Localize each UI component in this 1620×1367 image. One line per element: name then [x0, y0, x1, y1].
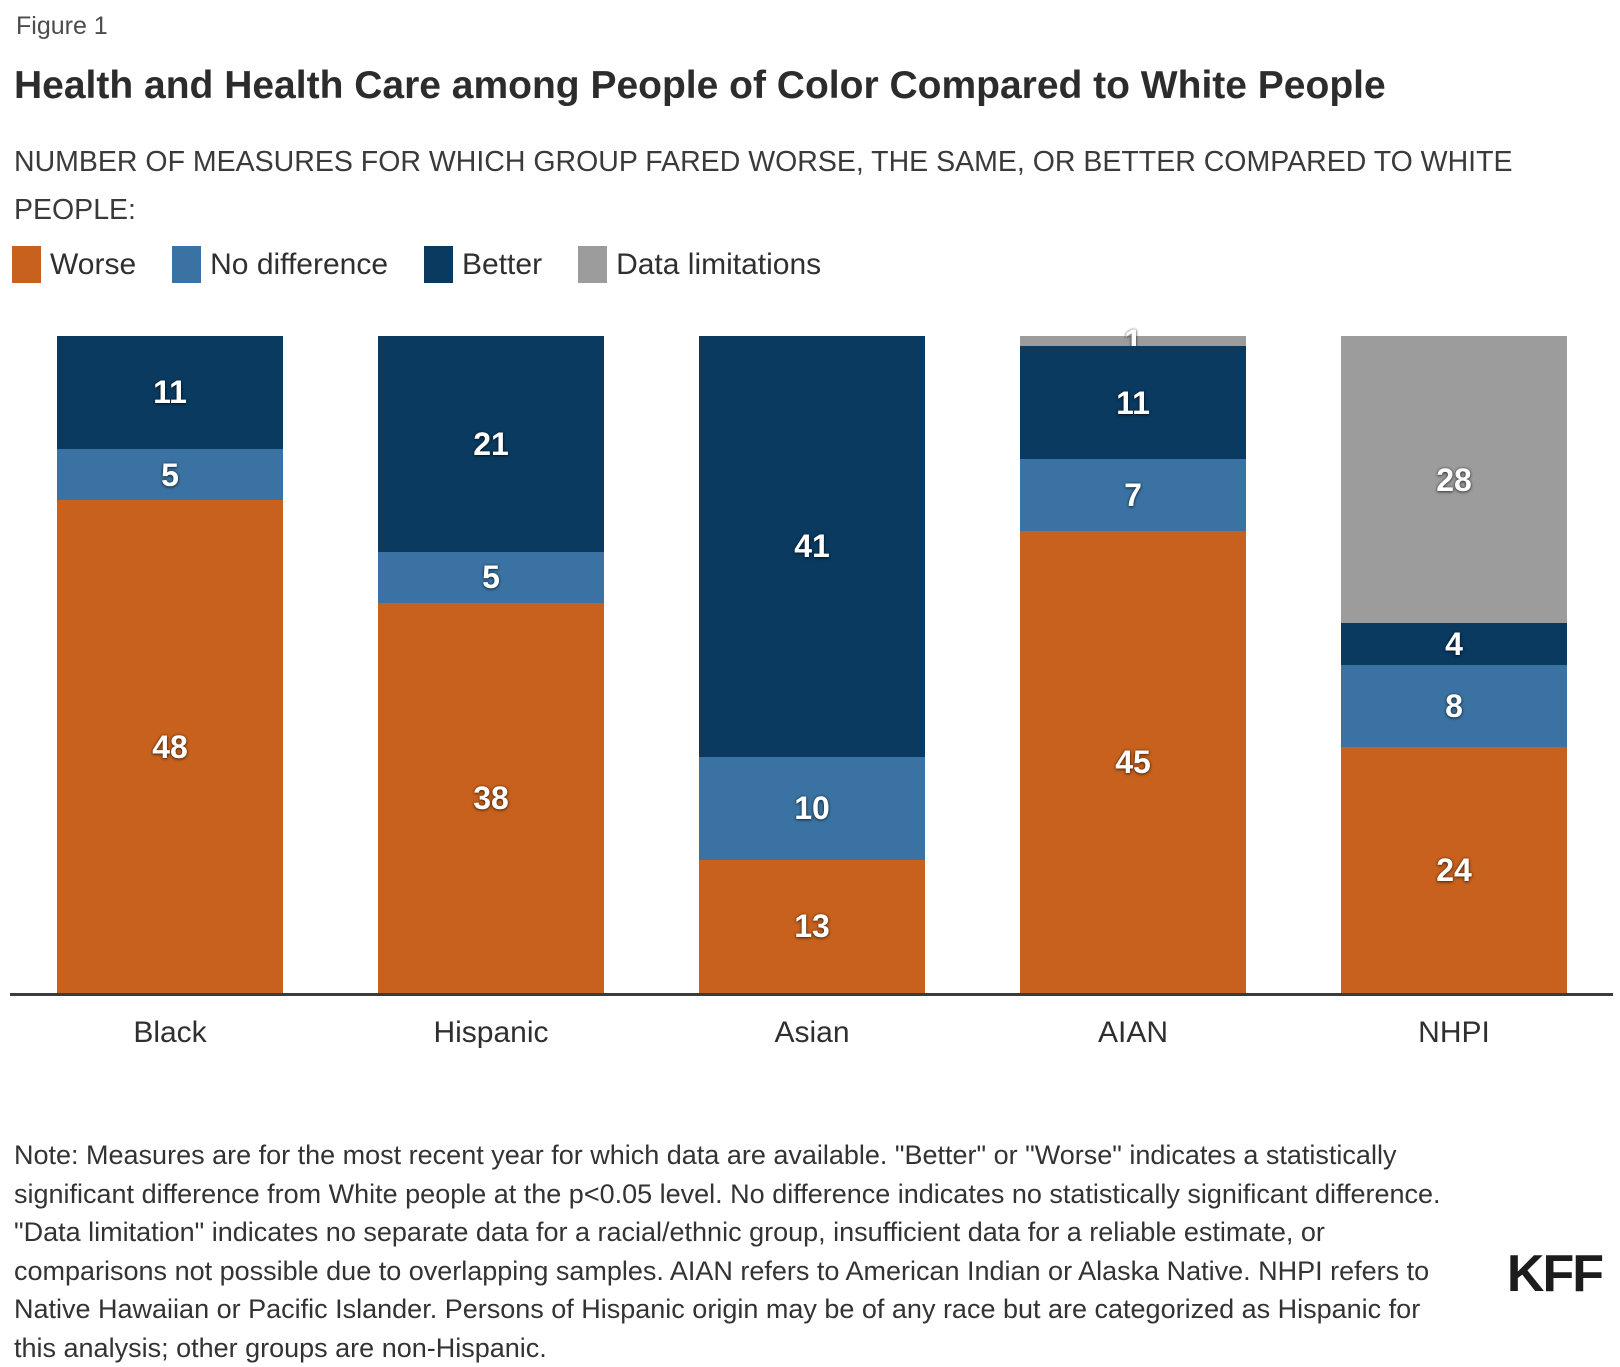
chart-title: Health and Health Care among People of C…	[14, 64, 1386, 107]
legend-item-data-limitations: Data limitations	[578, 246, 821, 283]
segment-nhpi-better: 4	[1341, 623, 1567, 665]
bar-hispanic: 21 5 38	[378, 336, 604, 993]
segment-black-better: 11	[57, 336, 283, 449]
segment-value-label: 48	[152, 728, 188, 765]
segment-value-label: 41	[794, 528, 830, 565]
segment-value-label: 28	[1436, 461, 1472, 498]
bar-nhpi: 28 4 8 24	[1341, 336, 1567, 993]
kff-logo: KFF	[1506, 1245, 1604, 1303]
legend-label: Data limitations	[616, 247, 822, 281]
x-axis-label-hispanic: Hispanic	[433, 1016, 549, 1049]
legend-label: Better	[462, 247, 543, 281]
segment-nhpi-worse: 24	[1341, 746, 1567, 993]
segment-value-label: 5	[482, 559, 500, 596]
segment-value-label: 8	[1445, 687, 1463, 724]
segment-value-label: 13	[794, 908, 830, 945]
segment-hispanic-better: 21	[378, 336, 604, 552]
segment-value-label: 10	[794, 790, 830, 827]
legend-swatch-worse	[12, 246, 41, 283]
segment-value-label: 38	[473, 779, 509, 816]
legend-swatch-data-limitations	[578, 246, 608, 283]
segment-aian-worse: 45	[1020, 531, 1246, 993]
bars-area: 11 5 48 21 5 38 41 10 13 1 11 7 45 28 4 8 24	[57, 325, 1567, 993]
segment-asian-no-difference: 10	[699, 756, 925, 860]
bar-aian: 1 11 7 45	[1020, 325, 1246, 993]
segment-hispanic-no-difference: 5	[378, 551, 604, 603]
legend-label: Worse	[50, 247, 137, 281]
legend-label: No difference	[210, 247, 389, 281]
segment-value-label: 7	[1124, 477, 1142, 514]
legend-swatch-better	[424, 246, 454, 283]
chart-subtitle: NUMBER OF MEASURES FOR WHICH GROUP FARED…	[14, 146, 1513, 226]
legend-item-no-difference: No difference	[172, 246, 388, 283]
segment-hispanic-worse: 38	[378, 602, 604, 993]
segment-nhpi-no-difference: 8	[1341, 664, 1567, 747]
bar-asian: 41 10 13	[699, 336, 925, 993]
segment-value-label: 24	[1436, 851, 1472, 888]
x-axis-label-asian: Asian	[774, 1016, 850, 1049]
x-axis-label-aian: AIAN	[1097, 1016, 1169, 1049]
segment-value-label: 45	[1115, 744, 1151, 781]
segment-value-label: 5	[161, 456, 179, 493]
x-axis-labels: Black Hispanic Asian AIAN NHPI	[57, 1016, 1567, 1050]
segment-black-worse: 48	[57, 500, 283, 993]
segment-asian-better: 41	[699, 336, 925, 757]
segment-aian-no-difference: 7	[1020, 459, 1246, 532]
legend-item-worse: Worse	[12, 246, 136, 283]
legend-swatch-no-difference	[172, 246, 202, 283]
segment-value-label: 21	[473, 425, 509, 462]
x-axis-label-black: Black	[133, 1016, 207, 1049]
segment-nhpi-data-limitations: 28	[1341, 336, 1567, 624]
x-axis-label-nhpi: NHPI	[1418, 1016, 1490, 1049]
figure-label: Figure 1	[16, 12, 108, 40]
legend-item-better: Better	[424, 246, 542, 283]
stacked-bar-chart: 11 5 48 21 5 38 41 10 13 1 11 7 45 28 4 8 24 Black Hispan…	[0, 325, 1620, 1066]
segment-aian-better: 11	[1020, 346, 1246, 460]
footnote: Note: Measures are for the most recent y…	[14, 1140, 1441, 1363]
segment-black-no-difference: 5	[57, 448, 283, 501]
segment-aian-data-limitations: 1	[1020, 325, 1246, 357]
legend: Worse No difference Better Data limitations	[12, 246, 821, 283]
x-axis-line	[10, 993, 1613, 996]
bar-black: 11 5 48	[57, 336, 283, 993]
segment-value-label: 11	[1116, 384, 1150, 421]
segment-value-label: 11	[153, 374, 187, 411]
segment-value-label: 4	[1445, 625, 1463, 662]
segment-asian-worse: 13	[699, 859, 925, 993]
